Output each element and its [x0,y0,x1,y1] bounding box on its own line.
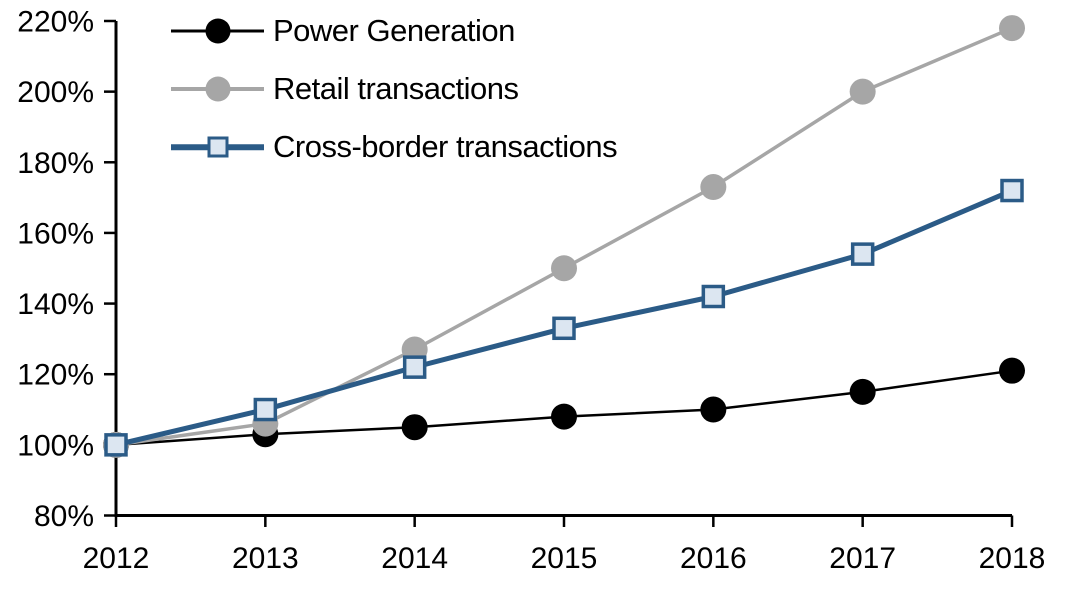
data-point-cross-border-transactions-2014 [402,355,427,379]
data-point-power-generation-2017 [849,378,876,405]
x-tick-label: 2013 [232,542,299,575]
data-point-retail-transactions-2016 [700,174,727,201]
data-point-cross-border-transactions-2015 [552,316,576,341]
data-point-retail-transactions-2018 [999,15,1025,42]
x-tick-label: 2016 [680,542,747,575]
y-tick-label: 160% [17,217,94,250]
x-tick-label: 2012 [83,542,150,575]
series-power-generation [103,357,1025,458]
y-tick-label: 80% [34,500,94,533]
y-tick-label: 180% [17,147,94,180]
legend: Power Generation Retail transactions Cro… [171,2,618,176]
y-tick-label: 140% [17,288,94,321]
power-generation-line-marker-icon [171,17,264,45]
legend-item-retail-transactions: Retail transactions [171,60,617,118]
x-axis-ticks: 2012 2013 2014 2015 2016 2017 2018 [83,515,1046,575]
y-tick-label: 220% [17,6,94,39]
legend-item-power-generation: Power Generation [171,2,617,60]
legend-item-cross-border-transactions: Cross-border transactions [171,118,618,176]
x-tick-label: 2014 [381,542,448,575]
x-tick-label: 2018 [979,542,1046,575]
data-point-power-generation-2016 [700,396,727,423]
x-tick-label: 2017 [829,542,896,575]
y-tick-label: 200% [17,76,94,109]
retail-transactions-line-marker-icon [171,75,264,103]
cross-border-transactions-line-marker-icon [171,133,264,161]
data-point-power-generation-2014 [401,414,428,441]
data-point-cross-border-transactions-2012 [104,433,128,457]
data-point-power-generation-2015 [551,403,577,430]
data-point-cross-border-transactions-2018 [1000,178,1024,203]
legend-label-retail-transactions: Retail transactions [273,71,519,106]
series-cross-border-transactions [104,178,1024,457]
y-axis-ticks: 80% 100% 120% 140% 160% 180% 200% 220% [17,6,116,533]
y-tick-label: 120% [17,359,94,392]
legend-label-power-generation: Power Generation [273,13,515,48]
x-tick-label: 2015 [531,542,598,575]
data-point-cross-border-transactions-2017 [850,242,875,266]
legend-label-cross-border-transactions: Cross-border transactions [273,129,618,164]
y-tick-label: 100% [17,429,94,462]
data-point-cross-border-transactions-2013 [253,397,278,422]
data-point-retail-transactions-2017 [849,78,876,105]
data-point-power-generation-2018 [999,357,1025,384]
data-point-retail-transactions-2015 [551,255,577,282]
data-point-cross-border-transactions-2016 [701,284,726,309]
